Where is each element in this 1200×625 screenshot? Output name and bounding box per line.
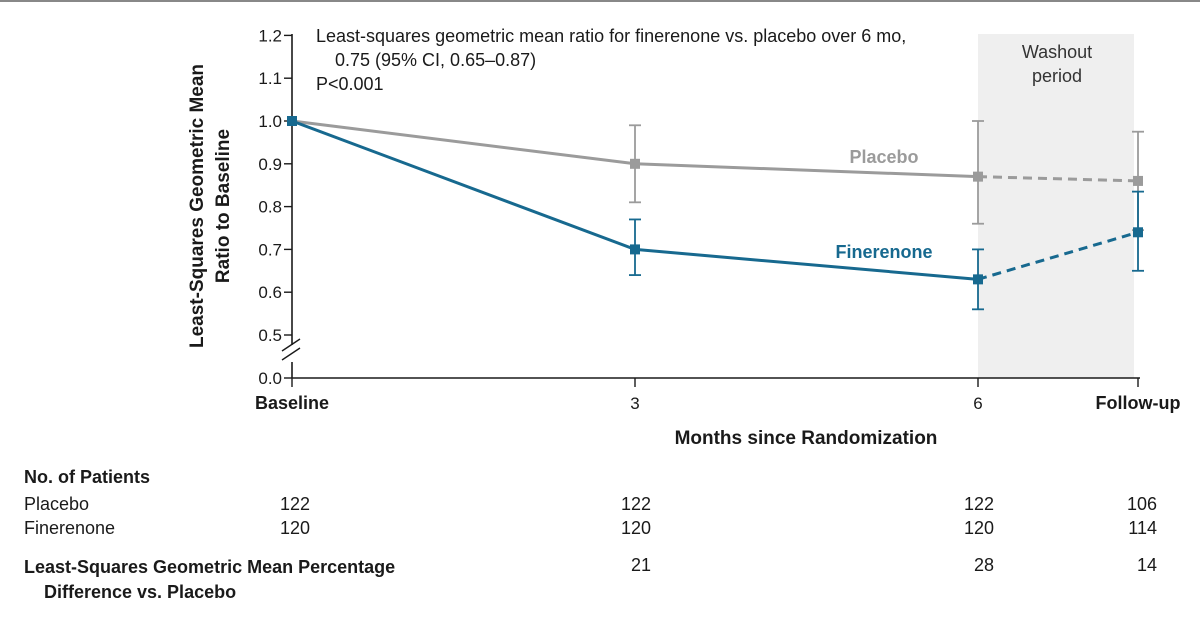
difference-value-6: 28 [973, 555, 994, 575]
difference-label-line2: Difference vs. Placebo [44, 582, 237, 602]
annotation-line1: Least-squares geometric mean ratio for f… [316, 26, 906, 46]
difference-value-followup: 14 [1136, 555, 1157, 575]
table-row-label-finerenone: Finerenone [24, 518, 116, 538]
data-point-finerenone [1133, 227, 1143, 238]
axis-break-mark-2 [281, 347, 301, 361]
x-tick-label: Follow-up [1096, 393, 1181, 413]
finerenone-count-baseline: 120 [279, 518, 310, 538]
finerenone-count-followup: 114 [1128, 518, 1157, 538]
difference-label-line1: Least-Squares Geometric Mean Percentage [24, 557, 396, 577]
y-tick-label: 1.2 [258, 26, 282, 45]
annotation-line3: P<0.001 [316, 74, 384, 94]
data-point-finerenone [973, 274, 983, 285]
y-tick-labels: 0.0 0.5 0.6 0.7 0.8 0.9 1.0 1.1 1.2 [258, 26, 282, 388]
x-tick-label: 6 [973, 394, 982, 413]
washout-label-line1: Washout [1022, 42, 1092, 62]
data-point-placebo [630, 158, 640, 169]
table-row-label-placebo: Placebo [24, 494, 90, 514]
y-tick-label: 0.6 [258, 283, 282, 302]
placebo-count-3: 122 [620, 494, 651, 514]
finerenone-count-6: 120 [963, 518, 994, 538]
axes [281, 34, 1140, 387]
y-tick-label: 0.0 [258, 369, 282, 388]
y-tick-label: 0.5 [258, 326, 282, 345]
series-label-placebo: Placebo [849, 147, 918, 167]
annotation-line2: 0.75 (95% CI, 0.65–0.87) [335, 50, 536, 70]
y-tick-label: 0.9 [258, 155, 282, 174]
y-tick-label: 0.7 [258, 240, 282, 259]
patients-header: No. of Patients [24, 467, 151, 487]
data-point-placebo [1133, 175, 1143, 186]
series-finerenone [287, 116, 1144, 311]
washout-label-line2: period [1032, 66, 1082, 86]
y-tick-label: 0.8 [258, 198, 282, 217]
series-layer [287, 116, 1144, 311]
y-axis-title-line2: Ratio to Baseline [213, 129, 234, 283]
placebo-count-followup: 106 [1126, 494, 1157, 514]
top-rule [0, 0, 1200, 2]
series-label-finerenone: Finerenone [835, 242, 932, 262]
x-tick-label: 3 [630, 394, 639, 413]
y-tick-label: 1.0 [258, 112, 282, 131]
chart: Washout period 0.0 0.5 0.6 0.7 0.8 0.9 1.0 1.1 1… [187, 26, 1181, 449]
placebo-count-baseline: 122 [279, 494, 310, 514]
series-line-dashed-finerenone [977, 230, 1139, 281]
x-axis-title: Months since Randomization [675, 428, 938, 449]
data-point-finerenone [630, 244, 640, 255]
data-point-placebo [973, 171, 983, 182]
finerenone-count-3: 120 [620, 518, 651, 538]
y-axis-title-line1: Least-Squares Geometric Mean [187, 64, 208, 348]
x-tick-labels: Baseline 3 6 Follow-up [255, 393, 1181, 413]
data-point-finerenone [287, 116, 297, 126]
placebo-count-6: 122 [963, 494, 994, 514]
y-tick-label: 1.1 [258, 69, 282, 88]
washout-shaded-region [978, 34, 1134, 378]
axis-break-mark-1 [281, 338, 301, 352]
series-line-dashed-placebo [977, 175, 1139, 183]
difference-value-3: 21 [630, 555, 651, 575]
x-tick-label: Baseline [255, 393, 329, 413]
